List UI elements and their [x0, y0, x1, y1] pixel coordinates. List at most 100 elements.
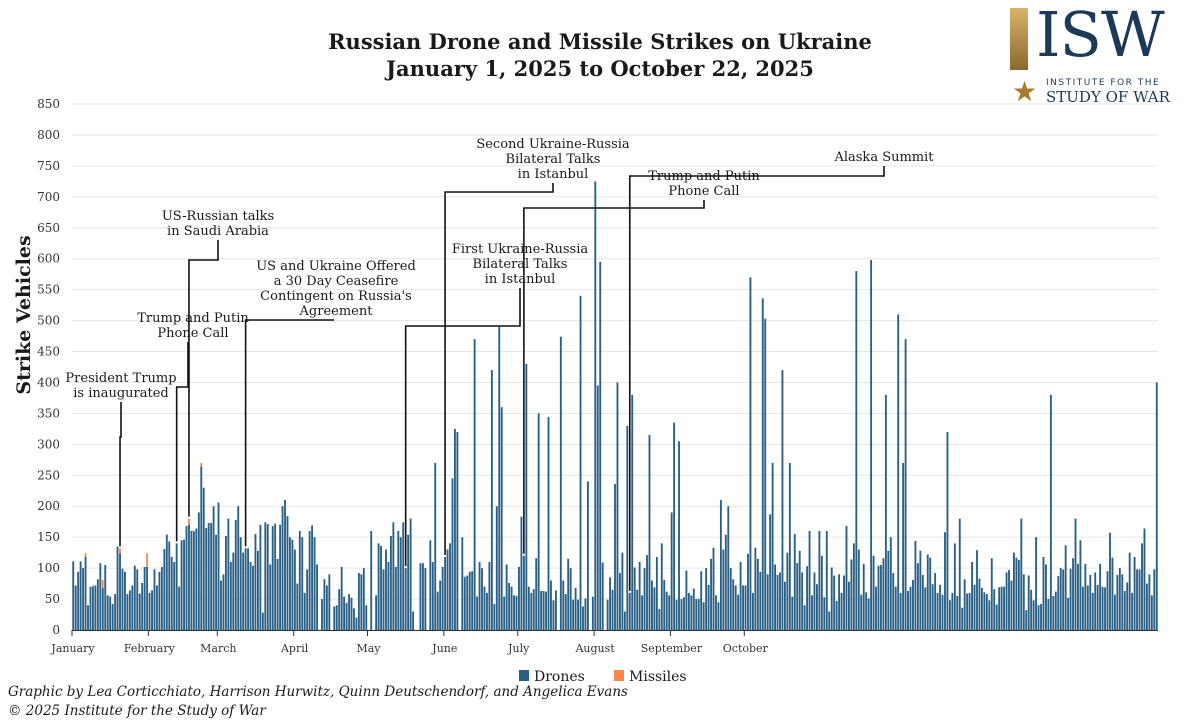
drone-bar — [1069, 568, 1072, 630]
drone-bar — [835, 600, 838, 630]
drone-bar — [609, 577, 612, 630]
drone-bar — [1020, 518, 1023, 630]
drone-bar — [1017, 560, 1020, 630]
drone-bar — [394, 566, 397, 630]
drone-bar — [274, 523, 277, 630]
drone-bar — [833, 575, 836, 630]
drone-bar — [596, 385, 599, 630]
drone-bar — [527, 586, 530, 630]
drone-bar — [586, 481, 589, 630]
drone-bar — [286, 516, 289, 630]
credit-copyright: © 2025 Institute for the Study of War — [8, 703, 266, 719]
drone-bar — [444, 556, 447, 630]
drone-bar — [151, 590, 153, 630]
drone-bar — [185, 526, 188, 630]
drone-bar — [916, 563, 919, 630]
drone-bar — [535, 558, 538, 630]
drone-bar — [655, 556, 658, 630]
y-tick-label: 650 — [37, 221, 60, 235]
drone-bar — [545, 591, 547, 630]
drone-bar — [1079, 540, 1082, 630]
drone-bar — [1111, 557, 1114, 630]
drone-bar — [732, 579, 735, 630]
drone-bar — [1153, 569, 1156, 630]
drone-bar — [1049, 394, 1052, 630]
drone-bar — [279, 524, 282, 630]
drone-bar — [1072, 558, 1074, 630]
drone-bar — [606, 599, 609, 630]
drone-bar — [872, 555, 875, 630]
drone-bar — [976, 550, 978, 630]
drone-bar — [160, 566, 163, 630]
drone-bar — [269, 564, 272, 630]
drone-bar — [387, 561, 390, 630]
annotation-text: a 30 Day Ceasefire — [274, 274, 399, 289]
drone-bar — [1109, 532, 1111, 630]
drone-bar — [909, 586, 912, 630]
annotation-leader-line — [523, 200, 705, 554]
drone-bar — [894, 586, 897, 630]
drone-bar — [931, 584, 934, 630]
drone-bar — [163, 548, 166, 630]
drone-bar — [734, 585, 737, 630]
drone-bar — [956, 595, 959, 630]
drone-bar — [1123, 591, 1126, 630]
drone-bar — [375, 595, 378, 630]
drone-bar — [924, 587, 927, 630]
drone-bar — [599, 261, 602, 630]
drone-bar — [860, 594, 863, 630]
drone-bar — [335, 605, 338, 630]
drone-bar — [843, 575, 845, 630]
drone-bar — [1118, 568, 1121, 630]
drone-bar — [641, 595, 644, 630]
drone-bar — [840, 592, 843, 630]
drone-bar — [429, 540, 432, 630]
drone-bar — [520, 516, 523, 630]
drone-bar — [321, 599, 323, 630]
drone-bar — [756, 558, 759, 630]
drone-bar — [623, 611, 626, 630]
drone-bar — [636, 589, 639, 630]
drone-bar — [687, 592, 690, 630]
y-tick-label: 200 — [37, 499, 60, 513]
drone-bar — [660, 543, 663, 630]
drone-bar — [658, 608, 661, 630]
drone-bar — [801, 572, 804, 630]
drone-bar — [451, 478, 454, 630]
drone-bar — [173, 561, 176, 630]
drone-bar — [554, 590, 557, 630]
drone-bar — [1150, 595, 1153, 630]
missile-bar — [101, 579, 104, 588]
drone-bar — [244, 548, 247, 630]
drone-bar — [488, 561, 491, 630]
drone-bar — [402, 522, 405, 630]
y-tick-label: 450 — [37, 345, 60, 359]
drone-bar — [692, 588, 695, 630]
drone-bar — [572, 599, 575, 630]
x-tick-label: August — [574, 642, 615, 655]
drone-bar — [419, 563, 422, 630]
drone-bar — [978, 578, 981, 630]
drone-bar — [747, 553, 749, 630]
drone-bar — [828, 611, 831, 630]
x-tick-label: February — [124, 642, 176, 655]
drone-bar — [1106, 571, 1109, 630]
y-tick-label: 250 — [37, 468, 60, 482]
drone-bar — [1091, 592, 1094, 630]
star-icon: ★ — [1012, 75, 1038, 108]
drone-bar — [537, 413, 540, 630]
drone-bar — [99, 563, 102, 630]
missile-bar — [146, 553, 149, 567]
drone-bar — [190, 530, 193, 630]
drone-bar — [793, 534, 796, 630]
y-tick-label: 600 — [37, 252, 60, 266]
annotation-text: Trump and Putin — [137, 311, 249, 326]
drone-bar — [638, 561, 641, 630]
drone-bar — [646, 555, 648, 630]
drone-bar — [791, 596, 794, 630]
drone-bar — [712, 547, 715, 630]
drone-bar — [1040, 604, 1042, 630]
drone-bar — [254, 534, 257, 630]
